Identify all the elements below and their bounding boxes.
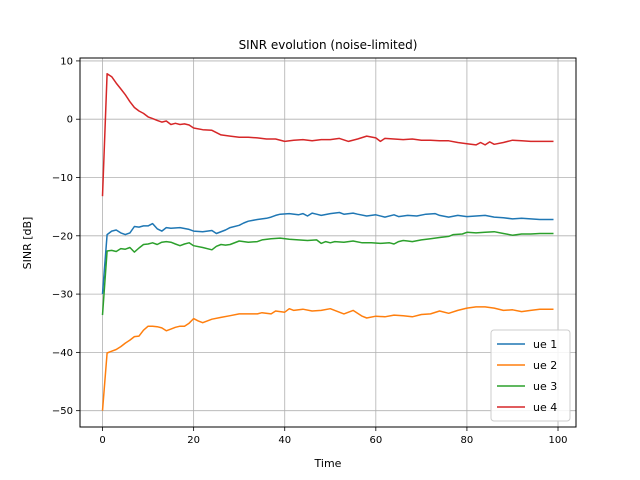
x-tick-label: 80 — [461, 435, 474, 446]
y-tick-label: −50 — [52, 406, 73, 417]
x-tick-label: 40 — [278, 435, 291, 446]
y-tick-label: −10 — [52, 173, 73, 184]
legend-label: ue 1 — [533, 338, 557, 351]
series-line-ue-4 — [101, 72, 554, 197]
y-tick-label: 10 — [60, 56, 73, 67]
series-line-ue-2 — [101, 306, 554, 411]
legend-label: ue 3 — [533, 380, 557, 393]
y-tick-label: −30 — [52, 290, 73, 301]
y-tick-label: 0 — [67, 115, 73, 126]
x-tick-label: 100 — [548, 435, 567, 446]
chart-title: SINR evolution (noise-limited) — [239, 38, 418, 52]
y-axis-label: SINR [dB] — [21, 217, 34, 270]
x-axis: 0 20 40 60 80 100 — [99, 427, 568, 446]
legend-box — [490, 329, 571, 422]
series-line-ue-3 — [101, 230, 554, 316]
x-tick-label: 60 — [369, 435, 382, 446]
legend-label: ue 4 — [533, 401, 557, 414]
grid — [80, 58, 576, 427]
legend-label: ue 2 — [533, 359, 557, 372]
x-axis-label: Time — [314, 457, 342, 470]
y-tick-label: −40 — [52, 348, 73, 359]
legend: ue 1 ue 2 ue 3 ue 4 — [490, 329, 571, 422]
x-tick-label: 0 — [99, 435, 105, 446]
y-axis: 10 0 −10 −20 −30 −40 −50 — [52, 56, 80, 417]
series-layer — [101, 72, 554, 411]
plot-frame — [79, 57, 577, 428]
series-line-ue-1 — [101, 211, 554, 295]
y-tick-label: −20 — [52, 231, 73, 242]
x-tick-label: 20 — [187, 435, 200, 446]
